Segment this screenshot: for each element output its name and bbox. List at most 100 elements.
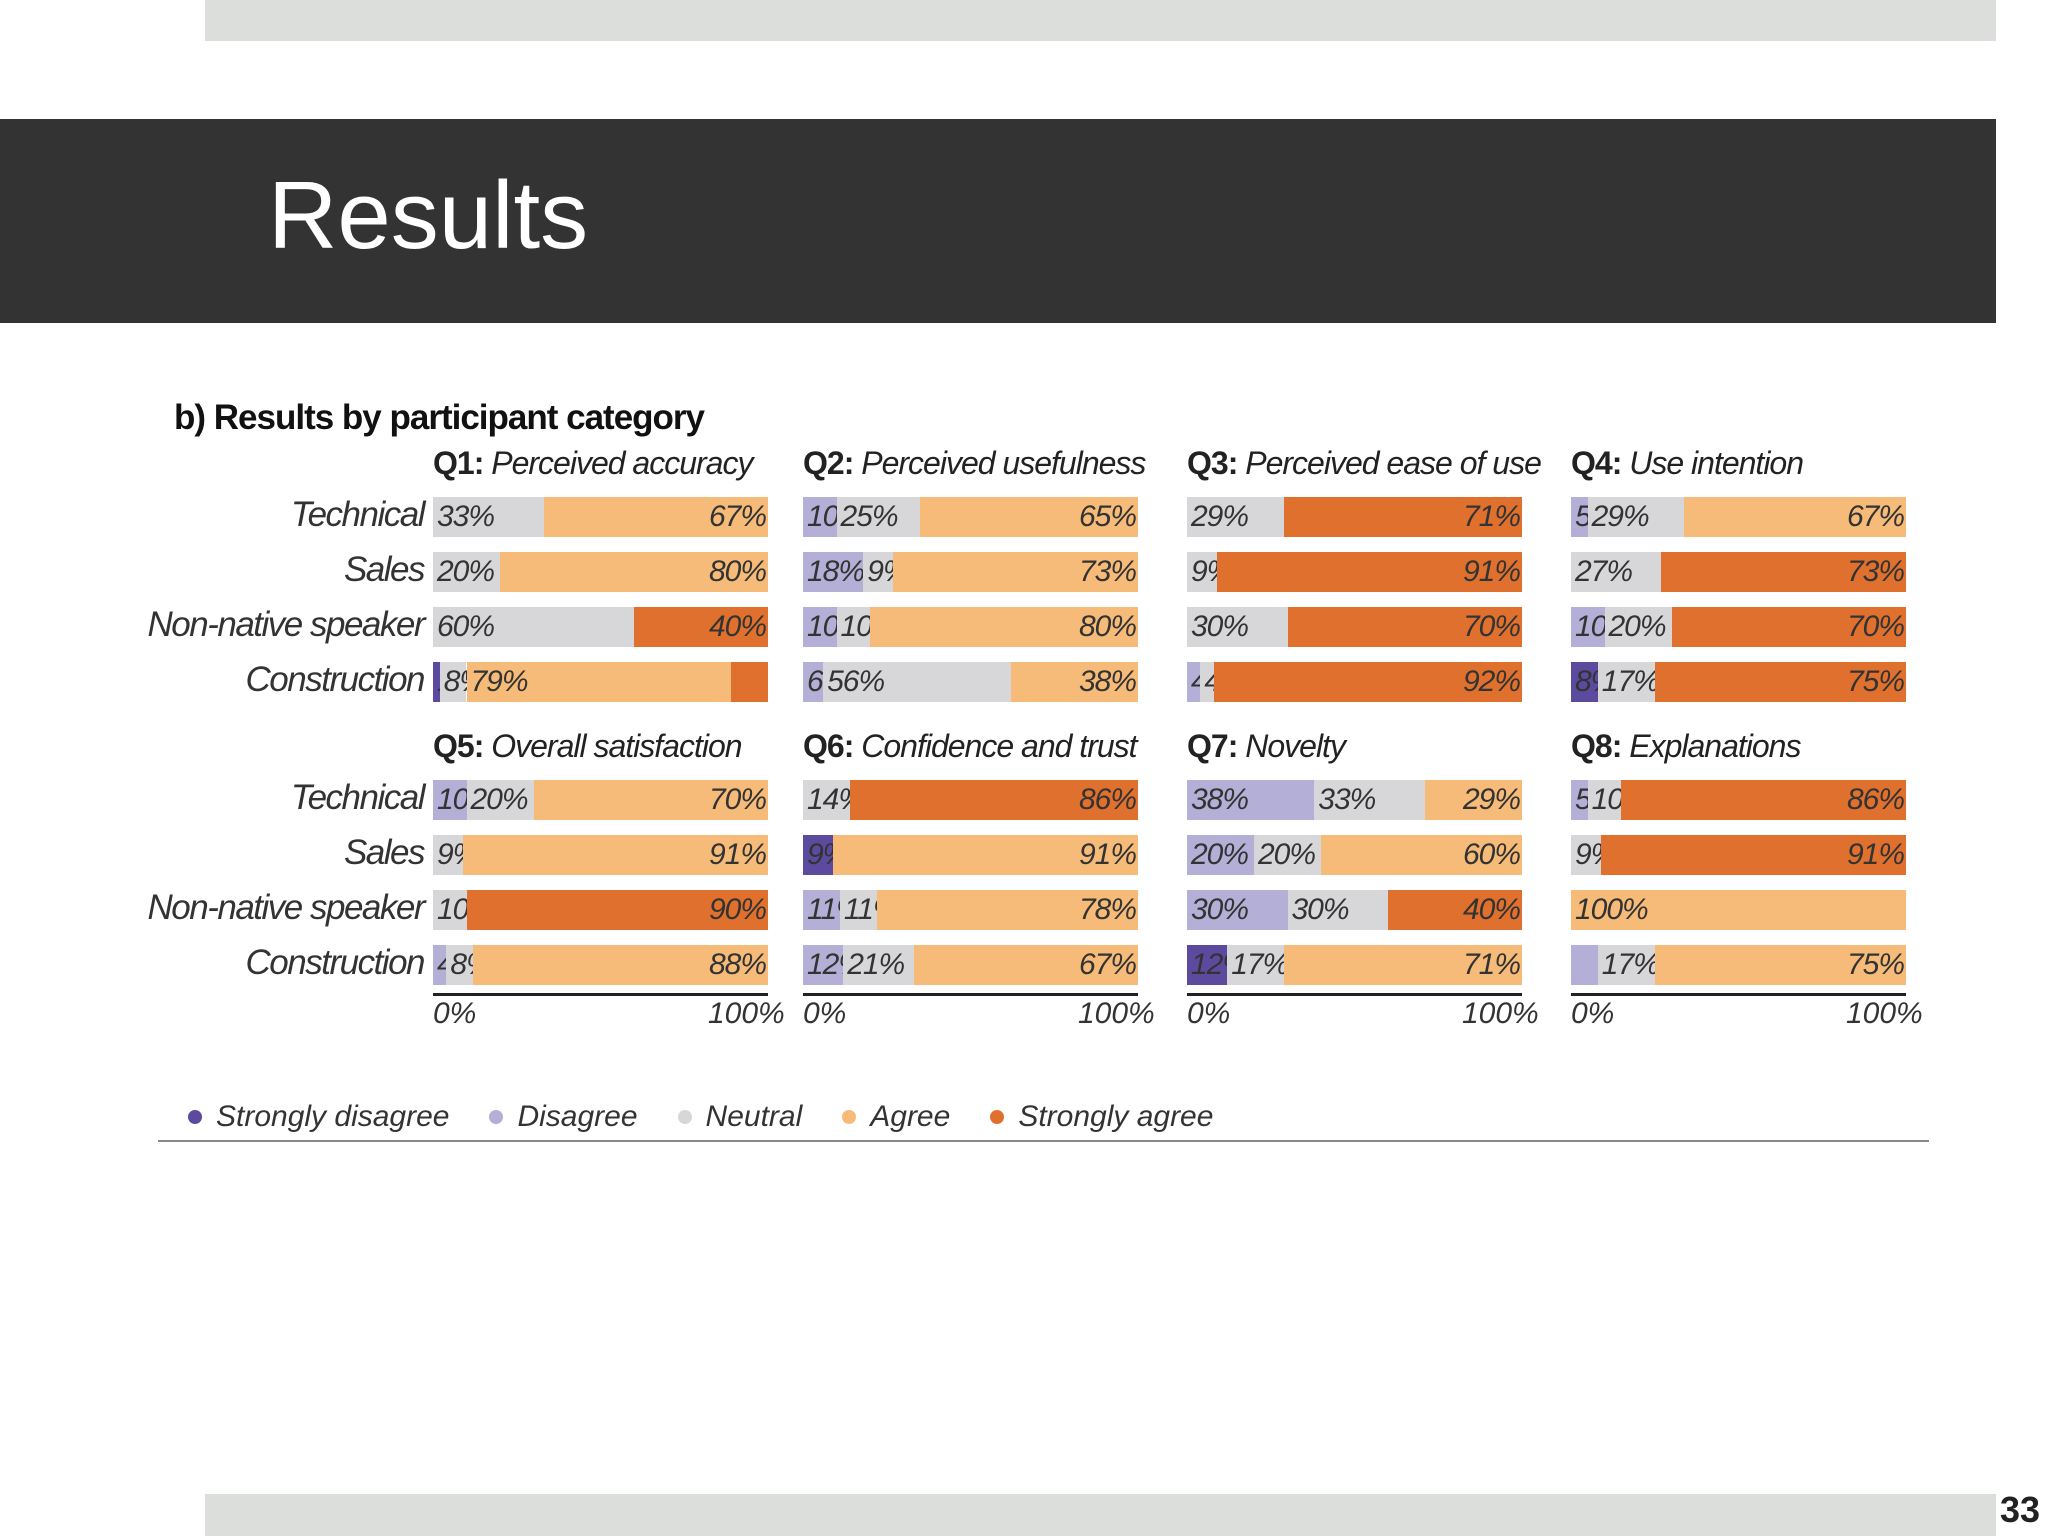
bar-segment-label: 78% — [1078, 893, 1137, 926]
bar-segment-label: 40% — [1462, 893, 1521, 926]
bar-segment-neutral — [839, 890, 877, 930]
bar-segment-strongly-agree — [1601, 835, 1906, 875]
bar-row-q8-2: 100% — [1571, 890, 1906, 930]
bar-segment-agree — [533, 780, 768, 820]
bar-segment-label: 86% — [1846, 783, 1905, 816]
panel-question-title: Overall satisfaction — [491, 728, 742, 764]
bar-segment-neutral — [1200, 662, 1214, 702]
bar-segment-disagree — [1571, 945, 1598, 985]
bar-segment-disagree — [1187, 835, 1254, 875]
bar-segment-label: 40% — [708, 610, 767, 643]
bar-segment-disagree — [803, 945, 844, 985]
bar-row-q1-1: 20% 80% — [433, 552, 768, 592]
bar-segment-label: 20% — [437, 555, 495, 588]
bar-segment-neutral — [439, 662, 467, 702]
panel-question-id: Q2: — [803, 445, 862, 481]
legend-swatch — [842, 1110, 857, 1124]
bar-segment-neutral — [836, 607, 870, 647]
bar-row-q4-0: 5%29%67% — [1571, 497, 1906, 537]
panel-question-id: Q4: — [1571, 445, 1630, 481]
legend-divider — [158, 1140, 1929, 1142]
bar-segment-agree — [876, 890, 1138, 930]
bar-segment-neutral — [433, 835, 464, 875]
x-axis-tick-0: 0% — [1571, 997, 1615, 1030]
bar-segment-agree — [1010, 662, 1138, 702]
legend-swatch — [188, 1110, 202, 1124]
bar-segment-strongly-agree — [1287, 607, 1522, 647]
bar-row-q7-0: 38% 33% 29% — [1187, 780, 1522, 820]
row-label-non-native-speaker: Non-native speaker — [147, 605, 426, 644]
bar-segment-label: 17% — [1601, 948, 1660, 981]
row-label-technical: Technical — [290, 495, 426, 534]
bar-segment-neutral — [446, 945, 474, 985]
bar-segment-label: 56% — [827, 665, 885, 698]
bar-segment-label: 38% — [1078, 665, 1137, 698]
bar-segment-label: 80% — [1078, 610, 1137, 643]
bar-segment-agree — [473, 945, 768, 985]
bar-segment-neutral — [433, 552, 500, 592]
row-label-sales: Sales — [343, 550, 426, 589]
bar-row-q4-3: 8% 17% 75% — [1571, 662, 1906, 702]
bar-segment-label: 21% — [847, 948, 905, 981]
bar-segment-label: 18% — [807, 555, 865, 588]
panel-title-q4: Q4: Use intention — [1571, 445, 1804, 482]
x-axis-line — [803, 993, 1138, 996]
x-axis-tick-100: 100% — [1846, 997, 1923, 1030]
panel-title-q8: Q8: Explanations — [1571, 728, 1801, 765]
bar-segment-label: 75% — [1846, 665, 1905, 698]
bar-segment-label: 33% — [437, 500, 495, 533]
panel-question-title: Novelty — [1245, 728, 1346, 764]
x-axis-line — [433, 993, 768, 996]
bar-row-q1-2: 60% 40% — [433, 607, 768, 647]
panel-title-q3: Q3: Perceived ease of use — [1187, 445, 1542, 482]
bar-segment-label: 29% — [1591, 500, 1650, 533]
bar-segment-disagree — [803, 662, 824, 702]
panel-question-id: Q6: — [803, 728, 862, 764]
bar-segment-label: 30% — [1191, 893, 1249, 926]
bar-segment-agree — [920, 497, 1138, 537]
bar-segment-label: 70% — [1462, 610, 1521, 643]
bar-segment-label: 91% — [708, 838, 767, 871]
bar-segment-agree — [500, 552, 768, 592]
panel-question-title: Perceived usefulness — [861, 445, 1146, 481]
bar-segment-agree — [543, 497, 768, 537]
bar-segment-label: 71% — [1462, 500, 1521, 533]
bar-segment-neutral — [1587, 780, 1621, 820]
bar-segment-label: 91% — [1462, 555, 1521, 588]
bar-segment-label: 29% — [1462, 783, 1521, 816]
bar-segment-neutral — [863, 552, 894, 592]
panel-title-q5: Q5: Overall satisfaction — [433, 728, 743, 765]
bar-segment-strongly-agree — [466, 890, 768, 930]
bar-segment-label: 67% — [1078, 948, 1137, 981]
bar-segment-disagree — [803, 497, 837, 537]
bar-segment-agree — [463, 835, 768, 875]
bar-row-q6-2: 11% 11% 78% — [803, 890, 1138, 930]
bar-segment-label: 70% — [708, 783, 767, 816]
bar-segment-neutral — [1587, 497, 1684, 537]
panel-question-title: Perceived ease of use — [1245, 445, 1542, 481]
bar-row-q6-0: 14% 86% — [803, 780, 1138, 820]
bar-segment-label: 90% — [708, 893, 767, 926]
x-axis-tick-100: 100% — [708, 997, 785, 1030]
bar-row-q8-1: 9% 91% — [1571, 835, 1906, 875]
bar-segment-agree — [913, 945, 1138, 985]
bar-row-q2-0: 10%25%65% — [803, 497, 1138, 537]
bar-segment-label: 91% — [1078, 838, 1137, 871]
bar-segment-label: 25% — [840, 500, 899, 533]
bar-segment-neutral — [1604, 607, 1672, 647]
bar-segment-label: 33% — [1318, 783, 1376, 816]
panel-question-title: Explanations — [1629, 728, 1801, 764]
legend-item-strongly-disagree: Strongly disagree — [188, 1100, 449, 1134]
page-number: 33 — [1999, 1489, 2040, 1530]
bar-row-q7-2: 30% 30% 40% — [1187, 890, 1522, 930]
bar-row-q3-2: 30% 70% — [1187, 607, 1522, 647]
bar-segment-disagree — [1187, 662, 1201, 702]
bar-segment-strongly-disagree — [433, 662, 440, 702]
bar-segment-agree — [466, 662, 732, 702]
bar-row-q2-2: 10%10%80% — [803, 607, 1138, 647]
x-axis-line — [1187, 993, 1522, 996]
bar-segment-strongly-agree — [1388, 890, 1522, 930]
bar-segment-agree — [1424, 780, 1522, 820]
bar-segment-neutral — [433, 890, 467, 930]
chart-legend: Strongly disagree Disagree Neutral Agree Str… — [188, 1100, 1928, 1140]
